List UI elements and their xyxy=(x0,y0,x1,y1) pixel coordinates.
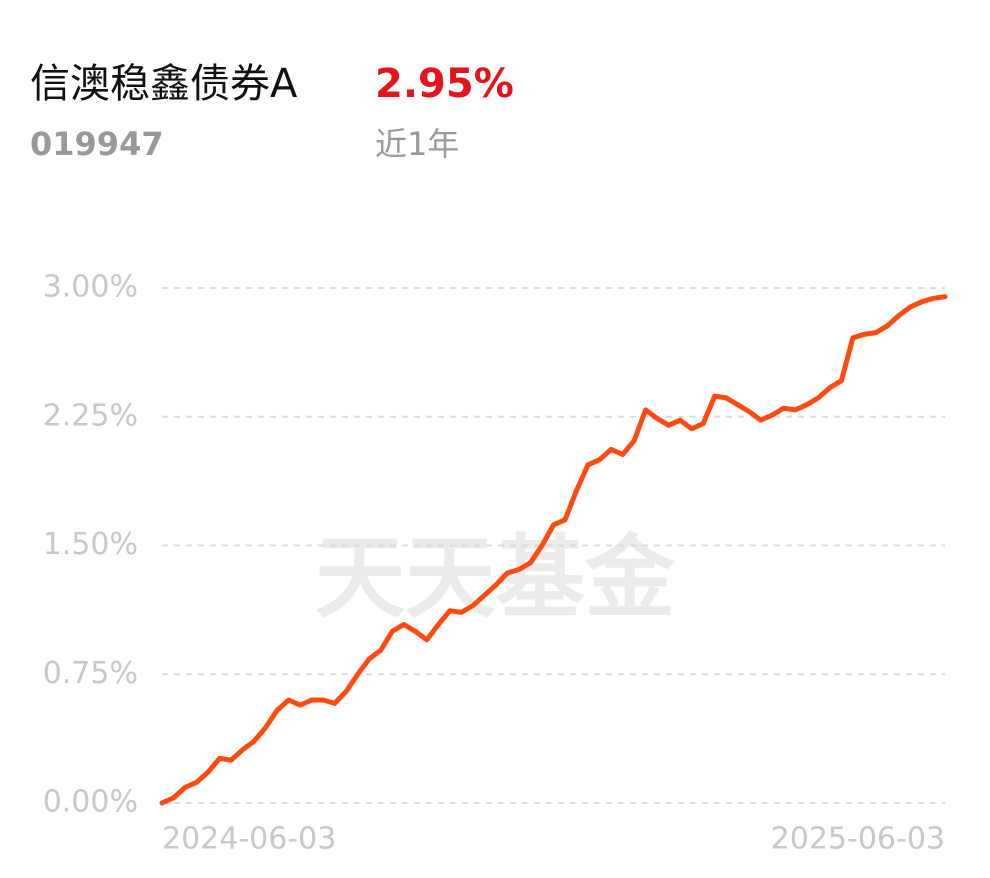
fund-code: 019947 xyxy=(30,125,164,163)
y-tick-label: 3.00% xyxy=(43,270,138,305)
y-tick-label: 0.00% xyxy=(43,785,138,820)
line xyxy=(159,294,948,806)
y-tick-label: 2.25% xyxy=(43,398,138,433)
fund-title: 信澳稳鑫债券A xyxy=(30,61,298,107)
watermark: 天天基金 xyxy=(315,525,676,631)
y-tick-label: 1.50% xyxy=(43,527,138,562)
fund-return: 2.95% xyxy=(375,61,514,107)
x-tick-label: 2025-06-03 xyxy=(771,822,945,857)
y-tick-label: 0.75% xyxy=(43,656,138,691)
period-label: 近1年 xyxy=(375,125,459,163)
x-tick-label: 2024-06-03 xyxy=(162,822,336,857)
